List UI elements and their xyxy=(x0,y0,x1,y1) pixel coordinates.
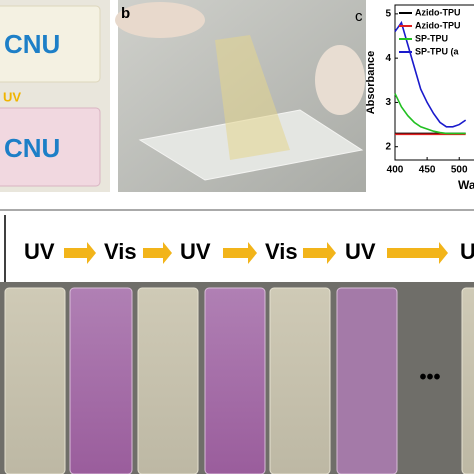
arrow xyxy=(303,242,336,264)
sequence-step: UV xyxy=(24,239,55,264)
arrow xyxy=(223,242,257,264)
arrow xyxy=(387,242,448,264)
card xyxy=(0,107,101,187)
legend-label: SP-TPU xyxy=(415,33,448,43)
panel-label: b xyxy=(121,5,130,22)
strip-vis xyxy=(137,287,199,474)
panel-label: c xyxy=(355,8,363,25)
logo: CNU xyxy=(4,133,60,163)
strip-uv xyxy=(204,287,266,474)
sequence-step: Vis xyxy=(104,239,137,264)
uv-label: UV xyxy=(3,89,21,104)
arrow xyxy=(143,242,172,264)
legend-label: Azido-TPU xyxy=(415,20,461,30)
data-line xyxy=(394,93,466,135)
sequence-step: UV xyxy=(180,239,211,264)
y-tick-label: 2 xyxy=(385,141,391,152)
y-tick-label: 4 xyxy=(385,53,391,64)
sequence: UV Vis UV Vis UV U xyxy=(24,239,474,264)
glove xyxy=(115,2,205,38)
card xyxy=(0,5,101,83)
data-line xyxy=(394,20,467,128)
sequence-step: Vis xyxy=(265,239,298,264)
y-axis-label: Absorbance xyxy=(365,51,377,115)
film xyxy=(215,35,290,160)
strip-uv xyxy=(69,287,133,474)
chart: 2 3 4 5 400 450 500 Absorbance Wa Azido-TPU Azido-… xyxy=(365,4,474,192)
sequence-step: U xyxy=(460,239,474,264)
x-tick-label: 500 xyxy=(451,165,468,176)
strip-vis xyxy=(4,287,66,474)
glove xyxy=(315,45,365,115)
x-tick-label: 400 xyxy=(387,165,404,176)
x-axis-label: Wa xyxy=(458,178,474,192)
strip-uv xyxy=(336,287,398,474)
strip-vis xyxy=(269,287,331,474)
legend-label: SP-TPU (a xyxy=(415,46,460,56)
y-tick-label: 3 xyxy=(385,97,391,108)
strip-vis xyxy=(461,287,474,474)
ellipsis: ••• xyxy=(419,366,440,388)
legend-label: Azido-TPU xyxy=(415,7,461,17)
arrow xyxy=(64,242,96,264)
x-tick-label: 450 xyxy=(419,165,436,176)
sequence-step: UV xyxy=(345,239,376,264)
y-tick-label: 5 xyxy=(385,8,391,19)
logo: CNU xyxy=(4,29,60,59)
